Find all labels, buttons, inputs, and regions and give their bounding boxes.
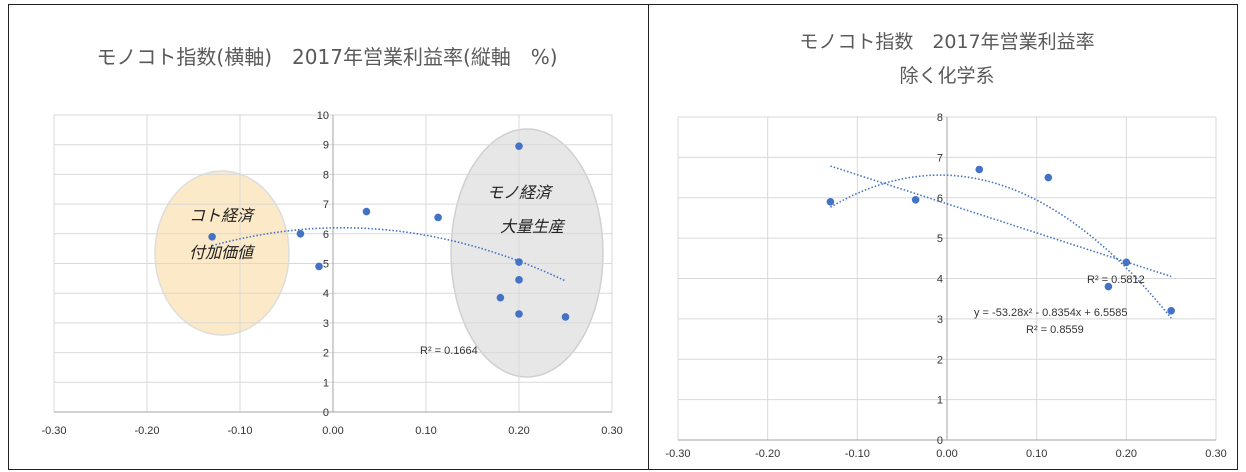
- x-tick-label: -0.10: [227, 425, 252, 437]
- y-tick-label: 4: [323, 288, 329, 300]
- x-tick-label: 0.30: [601, 425, 622, 437]
- y-tick-label: 2: [323, 348, 329, 360]
- annotation-text: モノ経済: [487, 183, 554, 202]
- y-tick-label: 7: [323, 199, 329, 211]
- y-tick-label: 3: [937, 314, 943, 326]
- trendline-label: y = -53.28x² - 0.8354x + 6.5585: [974, 307, 1128, 319]
- left-chart: -0.30 -0.20 -0.10 0.00 0.10 0.20 0.30 0 1 2 3 4 5 6 7 8…: [41, 45, 622, 437]
- chart-title: モノコト指数 2017年営業利益率: [799, 31, 1094, 53]
- y-tick-label: 1: [937, 395, 943, 407]
- x-tick-label: 0.30: [1205, 448, 1226, 460]
- data-point: [515, 142, 523, 150]
- chart-subtitle: 除く化学系: [899, 65, 994, 87]
- right-chart: -0.30 -0.20 -0.10 0.00 0.10 0.20 0.30 0 1 2 3 4 5 6 7 8…: [665, 31, 1226, 460]
- y-tick-label: 8: [323, 169, 329, 181]
- data-point: [208, 232, 216, 241]
- annotation-ellipse: [450, 128, 604, 378]
- y-tick-label: 3: [323, 318, 329, 330]
- right-panel-frame: [649, 4, 1238, 470]
- data-point: [1167, 307, 1175, 315]
- data-point: [515, 276, 523, 284]
- trendline-label: R² = 0.1664: [420, 345, 478, 357]
- data-point: [515, 310, 523, 318]
- y-tick-label: 2: [937, 354, 943, 366]
- chart-title: モノコト指数(横軸) 2017年営業利益率(縦軸 %): [96, 45, 557, 69]
- data-point: [975, 165, 984, 174]
- annotation-text: 大量生産: [500, 217, 566, 236]
- data-point: [561, 313, 570, 321]
- x-tick-label: -0.10: [845, 448, 870, 460]
- x-tick-label: 0.10: [1026, 448, 1047, 460]
- y-tick-label: 6: [323, 229, 329, 241]
- left-panel-frame: [8, 4, 649, 470]
- y-tick-label: 6: [937, 193, 943, 205]
- data-point: [1104, 282, 1113, 291]
- x-tick-label: -0.20: [755, 448, 780, 460]
- x-tick-label: -0.20: [134, 425, 159, 437]
- data-point: [296, 230, 305, 238]
- trendline: [829, 174, 1172, 319]
- data-point: [496, 293, 505, 302]
- x-tick-label: 0.20: [1116, 448, 1137, 460]
- y-tick-label: 0: [323, 407, 329, 419]
- annotation-text: 付加価値: [189, 243, 256, 262]
- y-tick-label: 5: [323, 259, 329, 271]
- data-point: [362, 207, 371, 216]
- y-tick-label: 1: [323, 377, 329, 389]
- y-tick-label: 8: [937, 112, 943, 124]
- annotation-text: コト経済: [189, 206, 256, 225]
- data-point: [315, 262, 323, 271]
- trendline: [830, 165, 1172, 278]
- x-tick-label: 0.20: [508, 425, 529, 437]
- data-point: [515, 258, 523, 266]
- x-tick-label: -0.30: [665, 448, 690, 460]
- data-point: [1122, 258, 1131, 267]
- data-point: [826, 197, 835, 206]
- x-tick-label: 0.10: [415, 425, 436, 437]
- trendline-label: R² = 0.8559: [1026, 324, 1084, 336]
- y-tick-label: 9: [323, 140, 329, 152]
- data-point: [911, 195, 920, 204]
- data-point: [434, 213, 442, 222]
- x-tick-label: 0.00: [936, 448, 957, 460]
- x-tick-label: -0.30: [41, 425, 66, 437]
- x-tick-label: 0.00: [322, 425, 343, 437]
- trendline-label: R² = 0.5812: [1087, 274, 1145, 286]
- y-tick-label: 10: [317, 110, 329, 122]
- y-tick-label: 4: [937, 274, 943, 286]
- y-tick-label: 7: [937, 152, 943, 164]
- y-tick-label: 0: [937, 435, 943, 447]
- y-tick-label: 5: [937, 233, 943, 245]
- data-point: [1044, 173, 1053, 182]
- trendline: [211, 227, 566, 282]
- annotation-ellipse: [154, 170, 290, 336]
